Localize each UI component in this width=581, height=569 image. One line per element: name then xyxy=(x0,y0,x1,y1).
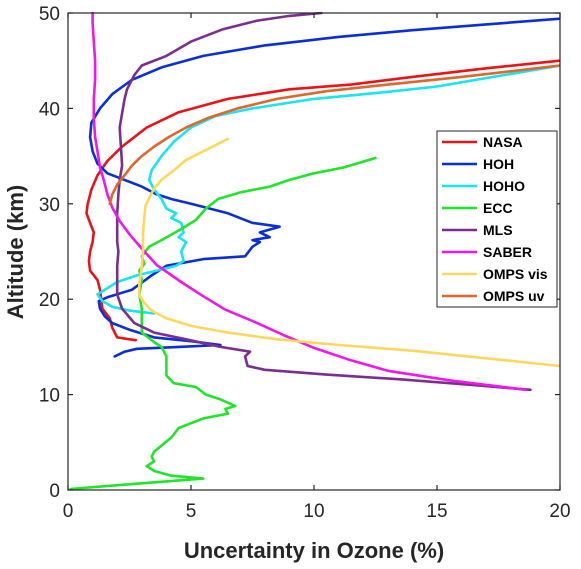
x-tick-label: 5 xyxy=(186,501,197,522)
axes xyxy=(67,12,561,491)
legend-label-hoh: HOH xyxy=(483,156,514,172)
y-tick-label: 10 xyxy=(39,386,60,407)
tick-labels: 0 5 10 15 20 0 10 20 30 40 50 xyxy=(39,4,571,522)
legend-label-saber: SABER xyxy=(483,244,532,260)
y-tick-label: 40 xyxy=(39,99,60,120)
legend-label-omps-uv: OMPS uv xyxy=(483,288,545,304)
legend-box xyxy=(436,130,558,308)
x-tick-label: 10 xyxy=(303,501,324,522)
y-tick-label: 0 xyxy=(49,481,60,502)
y-tick-label: 30 xyxy=(39,195,60,216)
legend-label-mls: MLS xyxy=(483,222,513,238)
y-tick-label: 50 xyxy=(39,4,60,25)
series-line-omps-vis xyxy=(138,137,560,368)
legend-label-nasa: NASA xyxy=(483,134,523,150)
legend-label-ecc: ECC xyxy=(483,200,513,216)
legend-label-omps-vis: OMPS vis xyxy=(483,266,548,282)
series-line-hoh xyxy=(88,17,560,358)
y-axis-title: Altitude (km) xyxy=(3,185,28,319)
series-line-saber xyxy=(91,12,527,392)
legend: NASA HOH HOHO ECC MLS SABER OMPS vis OMPS uv xyxy=(436,130,558,308)
x-tick-label: 0 xyxy=(63,501,74,522)
x-tick-label: 20 xyxy=(549,501,570,522)
x-tick-label: 15 xyxy=(426,501,447,522)
series-line-ecc xyxy=(69,156,377,491)
x-axis-title: Uncertainty in Ozone (%) xyxy=(184,538,444,563)
series-line-nasa xyxy=(85,59,560,342)
series-layer xyxy=(69,12,560,491)
series-line-omps-uv xyxy=(108,64,560,206)
y-tick-label: 20 xyxy=(39,290,60,311)
legend-label-hoho: HOHO xyxy=(483,178,525,194)
series-line-mls xyxy=(115,12,532,392)
